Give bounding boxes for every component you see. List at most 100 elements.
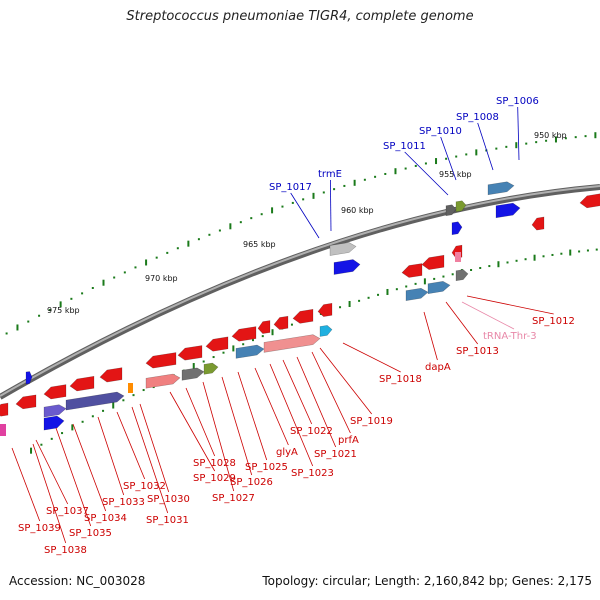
tick-mark bbox=[455, 155, 458, 158]
tick-mark bbox=[394, 168, 397, 175]
tick-mark bbox=[132, 394, 135, 397]
tick-mark bbox=[405, 285, 408, 288]
label-leader-line bbox=[461, 301, 515, 330]
tick-mark bbox=[525, 142, 528, 145]
tick-mark bbox=[91, 415, 94, 418]
reverse-gene-arrow bbox=[69, 376, 95, 392]
tick-mark bbox=[465, 153, 468, 156]
feature-label: SP_1030 bbox=[147, 494, 190, 505]
feature-label: SP_1037 bbox=[46, 506, 89, 517]
tick-mark bbox=[435, 158, 438, 165]
tick-mark bbox=[515, 142, 518, 149]
label-leader-lines bbox=[11, 106, 554, 544]
kbp-markers: 950 kbp 955 kbp 960 kbp 965 kbp 970 kbp 975 k… bbox=[47, 131, 567, 315]
tick-mark bbox=[112, 402, 115, 409]
feature-label: SP_1008 bbox=[456, 112, 499, 123]
label-leader-line bbox=[423, 311, 438, 361]
accession-text: Accession: NC_003028 bbox=[9, 574, 146, 588]
gene-cog-block bbox=[319, 325, 333, 337]
tick-mark bbox=[192, 363, 195, 370]
tick-mark bbox=[545, 139, 548, 142]
reverse-gene-arrow bbox=[531, 216, 545, 231]
feature-label: SP_1032 bbox=[123, 481, 166, 492]
feature-label: dapA bbox=[425, 362, 451, 373]
tick-mark bbox=[594, 132, 597, 139]
tick-mark bbox=[533, 254, 536, 261]
tick-mark bbox=[222, 351, 225, 354]
label-leader-line bbox=[55, 427, 92, 527]
tick-mark bbox=[515, 259, 518, 262]
tick-mark bbox=[229, 223, 232, 230]
tick-mark bbox=[506, 261, 509, 264]
feature-label: SP_1027 bbox=[212, 493, 255, 504]
tick-mark bbox=[30, 447, 33, 454]
kbp-label: 965 kbp bbox=[243, 240, 276, 249]
feature-label: SP_1031 bbox=[146, 515, 189, 526]
kbp-label: 950 kbp bbox=[534, 131, 567, 140]
tick-mark bbox=[251, 339, 254, 342]
trna-feature bbox=[455, 252, 461, 262]
feature-label: SP_1028 bbox=[193, 458, 236, 469]
label-leader-line bbox=[221, 376, 253, 476]
tick-mark bbox=[123, 271, 126, 274]
tick-mark bbox=[70, 297, 73, 300]
label-leader-line bbox=[477, 122, 494, 171]
gene-cog-block bbox=[203, 362, 219, 375]
tick-mark bbox=[322, 191, 325, 194]
tick-mark bbox=[81, 292, 84, 295]
tick-mark bbox=[445, 157, 448, 160]
tick-mark bbox=[281, 205, 284, 208]
reverse-gene-arrow bbox=[99, 367, 123, 383]
reverse-gene-arrow bbox=[257, 320, 271, 334]
tick-mark bbox=[339, 306, 342, 309]
feature-label: SP_1035 bbox=[69, 528, 112, 539]
feature-label: trmE bbox=[318, 169, 342, 180]
tick-mark bbox=[367, 296, 370, 299]
feature-label: SP_1025 bbox=[245, 462, 288, 473]
label-leader-line bbox=[445, 301, 479, 345]
tick-mark bbox=[414, 282, 417, 285]
label-leader-line bbox=[254, 367, 289, 446]
tick-mark bbox=[102, 409, 105, 412]
reverse-gene-arrow bbox=[401, 263, 423, 278]
tick-mark bbox=[260, 213, 263, 216]
tick-mark bbox=[554, 136, 557, 143]
label-leader-line bbox=[72, 423, 107, 512]
tick-mark bbox=[475, 149, 478, 156]
gene-cog-block bbox=[43, 404, 67, 418]
tick-mark bbox=[134, 266, 137, 269]
tick-mark bbox=[584, 135, 587, 138]
tick-mark bbox=[291, 201, 294, 204]
tick-mark bbox=[564, 137, 567, 140]
tick-mark bbox=[423, 278, 426, 285]
label-leader-line bbox=[319, 347, 373, 415]
backbone-shadow bbox=[0, 184, 600, 400]
tick-mark bbox=[374, 175, 377, 178]
tick-mark bbox=[113, 276, 116, 279]
feature-label: tRNA-Thr-3 bbox=[483, 331, 537, 342]
tick-mark bbox=[363, 178, 366, 181]
feature-labels: SP_1006 SP_1008 SP_1010 SP_1011 trmE SP_1017 S… bbox=[18, 96, 575, 556]
tick-mark bbox=[212, 356, 215, 359]
tick-mark bbox=[232, 345, 235, 352]
tick-mark bbox=[595, 248, 598, 251]
label-leader-line bbox=[290, 192, 320, 239]
tick-mark bbox=[414, 164, 417, 167]
tick-mark bbox=[5, 332, 8, 335]
reverse-gene-arrow bbox=[292, 309, 314, 324]
label-leader-line bbox=[35, 439, 69, 505]
forward-gene-arrow bbox=[495, 202, 521, 219]
tick-mark bbox=[16, 324, 19, 331]
gene-cog-block bbox=[405, 288, 429, 301]
tick-mark bbox=[442, 275, 445, 278]
forward-gene-arrow bbox=[451, 221, 463, 236]
feature-label: SP_1023 bbox=[291, 468, 334, 479]
label-leader-line bbox=[237, 371, 268, 461]
feature-label: SP_1010 bbox=[419, 126, 462, 137]
small-gene bbox=[0, 424, 6, 436]
tick-mark bbox=[535, 141, 538, 144]
reverse-gene-arrow bbox=[205, 336, 229, 352]
tick-mark bbox=[187, 240, 190, 247]
tick-mark bbox=[377, 293, 380, 296]
tick-mark bbox=[50, 437, 53, 440]
